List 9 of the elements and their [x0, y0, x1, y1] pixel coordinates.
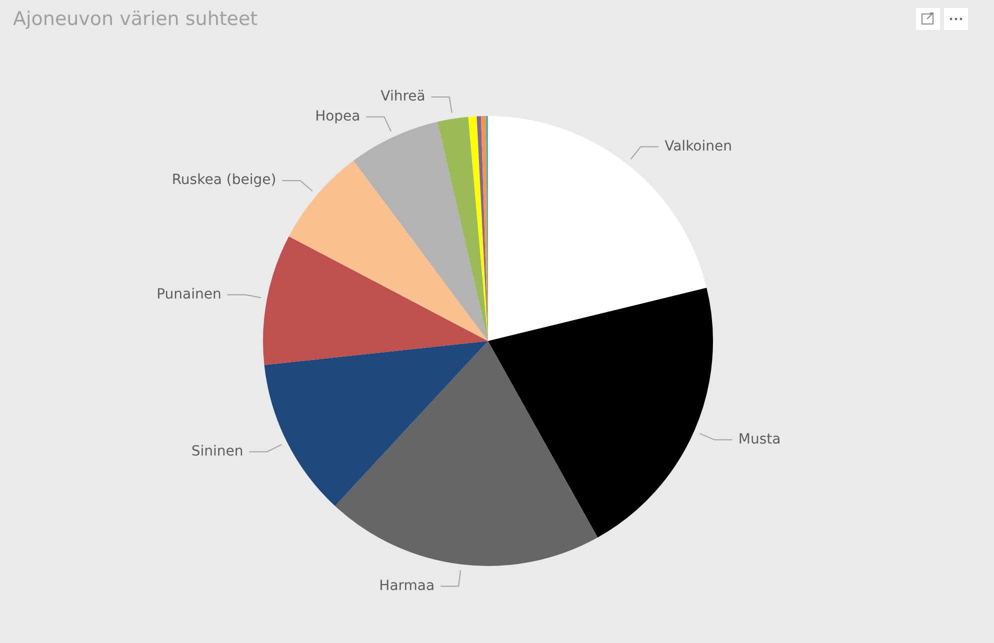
- slice-label: Sininen: [191, 443, 244, 460]
- slice-label: Punainen: [156, 286, 222, 302]
- slice-label: Hopea: [315, 108, 360, 124]
- slice-label: Vihreä: [380, 88, 426, 105]
- slice-label: Ruskea (beige): [172, 172, 276, 188]
- slice-label: Musta: [738, 431, 781, 448]
- slice-label: Harmaa: [379, 578, 435, 594]
- chart-title: Ajoneuvon värien suhteet: [13, 8, 258, 30]
- slice-label: Valkoinen: [664, 138, 732, 154]
